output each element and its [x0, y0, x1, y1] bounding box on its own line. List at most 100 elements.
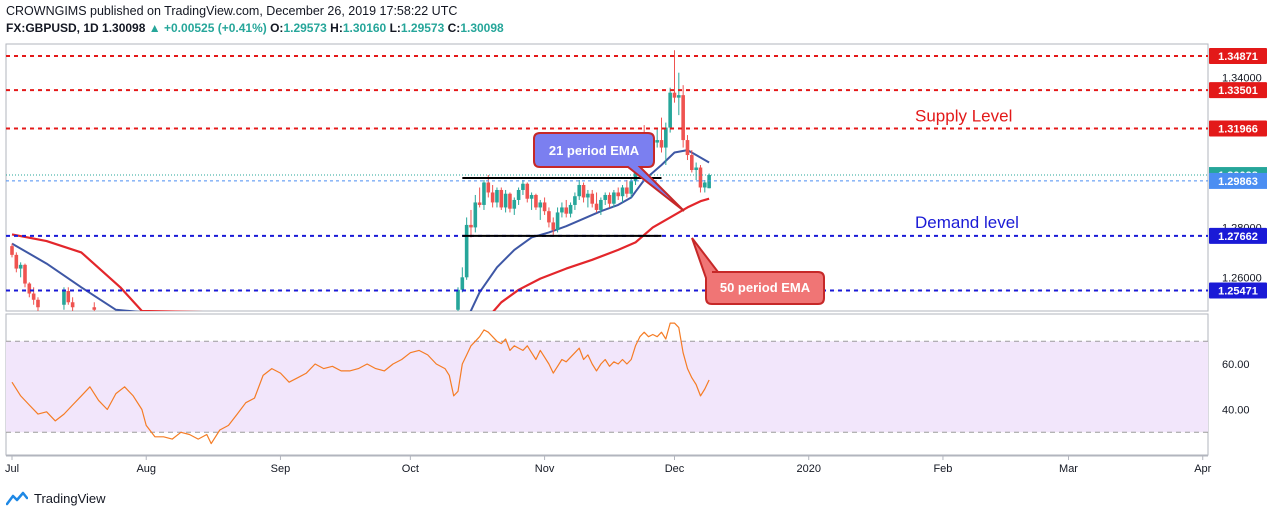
low-value: 1.29573 [400, 21, 445, 35]
open-value: 1.29573 [283, 21, 327, 35]
candle-body [547, 211, 551, 223]
ema21-callout-label: 21 period EMA [549, 143, 640, 158]
price-marker-label: 1.29863 [1218, 176, 1258, 188]
candle-body [625, 187, 629, 194]
level-label-bg [1209, 120, 1267, 137]
rsi-tick-label: 60.00 [1222, 359, 1250, 371]
time-tick-label: Jul [5, 463, 19, 475]
candle-body [10, 246, 14, 255]
candle-body [92, 307, 97, 310]
level-label-bg [1209, 47, 1267, 64]
time-tick-label: Nov [535, 463, 555, 475]
candle-body [477, 202, 482, 205]
candle-body [23, 264, 27, 284]
candle-body [564, 207, 569, 214]
candle-body [469, 224, 473, 228]
rsi-line [11, 322, 710, 445]
level-label: 1.27662 [1218, 231, 1258, 243]
candle-body [703, 182, 707, 188]
high-label: H: [330, 21, 343, 35]
candle-body [594, 203, 599, 210]
candle-body [551, 222, 556, 230]
candle-body [599, 199, 603, 210]
candle-body [664, 127, 668, 148]
candle-body [672, 92, 677, 98]
candle-body [14, 254, 19, 269]
candle-body [694, 167, 698, 171]
candle-body [560, 207, 564, 213]
candle-body [490, 192, 495, 203]
candle-body [573, 196, 577, 205]
candle-body [31, 293, 36, 300]
candle-body [707, 175, 711, 189]
candle-body [508, 193, 512, 209]
candle-body [18, 264, 23, 269]
demand-level-label: Demand level [915, 213, 1019, 232]
up-triangle-icon: ▲ [148, 21, 161, 35]
candle-body [590, 193, 595, 204]
price-tick-label: 1.26000 [1222, 272, 1262, 284]
time-tick-label: 2020 [796, 463, 820, 475]
rsi-band [6, 341, 1208, 433]
candle-body [516, 189, 521, 200]
level-label: 1.25471 [1218, 286, 1258, 298]
candle-body [456, 289, 460, 310]
symbol-label: FX:GBPUSD, 1D [6, 21, 99, 35]
tradingview-logo[interactable]: TradingView [6, 490, 106, 506]
candle-body [512, 199, 517, 209]
candle-body [581, 184, 586, 198]
candle-body [681, 95, 685, 141]
time-tick-label: Mar [1059, 463, 1078, 475]
rsi-tick-label: 40.00 [1222, 405, 1250, 417]
candle-body [577, 184, 582, 197]
candle-body [586, 193, 590, 198]
time-tick-label: Apr [1194, 463, 1211, 475]
candle-body [677, 95, 681, 98]
tradingview-brand: TradingView [34, 490, 106, 506]
candle-body [27, 283, 32, 294]
ema50-callout-label: 50 period EMA [720, 280, 811, 295]
level-label: 1.34871 [1218, 51, 1258, 63]
close-value: 1.30098 [460, 21, 504, 35]
publish-line: CROWNGIMS published on TradingView.com, … [6, 4, 458, 18]
candle-body [555, 212, 560, 230]
price-tick-label: 1.34000 [1222, 73, 1262, 85]
candle-body [690, 155, 694, 171]
candle-body [629, 181, 633, 194]
price-pane-border [5, 43, 1209, 312]
candle-body [503, 193, 508, 208]
candle-body [529, 194, 534, 199]
candle-body [62, 291, 66, 305]
candle-body [534, 194, 538, 208]
price-change: +0.00525 (+0.41%) [164, 21, 267, 35]
candle-body [36, 299, 40, 308]
time-tick-label: Sep [271, 463, 291, 475]
candle-body [460, 277, 465, 290]
time-tick-label: Aug [136, 463, 156, 475]
candle-body [521, 183, 525, 190]
last-price: 1.30098 [102, 21, 146, 35]
level-label-bg [1209, 227, 1267, 244]
candle-body [495, 189, 499, 203]
candle-body [66, 291, 71, 303]
candle-body [486, 182, 491, 193]
candle-body [607, 194, 612, 204]
low-label: L: [389, 21, 401, 35]
open-label: O: [270, 21, 284, 35]
supply-level-label: Supply Level [915, 106, 1012, 125]
symbol-info: FX:GBPUSD, 1D 1.30098 ▲ +0.00525 (+0.41%… [6, 21, 504, 35]
candle-body [620, 187, 625, 197]
candle-body [698, 167, 703, 188]
level-label-bg [1209, 82, 1267, 99]
level-label: 1.33501 [1218, 85, 1258, 97]
candle-body [525, 183, 530, 199]
tradingview-logo-icon [6, 491, 28, 506]
high-value: 1.30160 [342, 21, 387, 35]
candle-body [616, 192, 620, 197]
price-marker-label-bg [1209, 172, 1267, 189]
candle-body [464, 224, 469, 278]
time-tick-label: Dec [665, 463, 685, 475]
candle-body [659, 140, 664, 148]
ema21-callout [533, 132, 685, 212]
